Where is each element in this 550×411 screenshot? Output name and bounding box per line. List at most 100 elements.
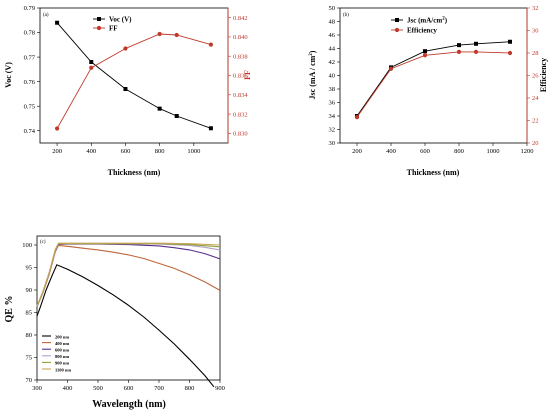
legend-marker	[394, 27, 400, 33]
y-tick-label: 0.77	[24, 54, 36, 61]
y-tick-label: 100	[22, 242, 32, 249]
legend-label: 800 nm	[55, 354, 69, 359]
y-axis-label: Voc (V)	[4, 62, 13, 88]
x-tick-label: 900	[215, 385, 225, 392]
legend-label: Voc (V)	[109, 15, 132, 23]
x-tick-label: 1000	[187, 148, 200, 155]
y-tick-label: 40	[329, 73, 336, 80]
y-tick-label: 42	[329, 59, 336, 66]
data-point	[508, 39, 512, 44]
series-line-2	[56, 33, 212, 129]
legend-label: 400 nm	[55, 341, 69, 346]
legend-label: 1100 nm	[55, 367, 71, 372]
y-tick-label: 30	[329, 140, 336, 147]
y-tick-label: 50	[329, 5, 336, 12]
data-point	[89, 60, 94, 64]
data-point	[208, 42, 214, 47]
y-tick-label: 36	[329, 100, 336, 107]
data-point	[422, 53, 428, 58]
y2-tick-label: 0.842	[233, 15, 248, 22]
x-tick-label: 600	[121, 148, 131, 155]
y-axis-label: QE %	[4, 296, 15, 323]
y-tick-label: 44	[329, 46, 336, 53]
data-point	[423, 49, 427, 54]
data-point	[354, 115, 360, 120]
legend-label: 600 nm	[55, 348, 69, 353]
y2-tick-label: 24	[532, 95, 539, 102]
legend-label: FF	[109, 24, 118, 32]
y-tick-label: 75	[26, 355, 33, 362]
data-point	[89, 65, 94, 70]
series-line-2	[356, 51, 511, 118]
y-axis-label-end: )	[308, 50, 317, 53]
y2-tick-label: 32	[532, 5, 539, 12]
legend-label-sup: 2	[442, 16, 445, 21]
legend-marker	[97, 17, 101, 21]
series-line-5	[36, 243, 221, 307]
panel-label: (c)	[40, 240, 46, 245]
data-point	[208, 126, 213, 131]
x-axis-label: Thickness (nm)	[407, 168, 460, 177]
legend-label: Jsc (mA/cm2)	[407, 16, 448, 24]
x-axis-label: Wavelength (nm)	[92, 399, 166, 410]
data-point	[174, 114, 179, 118]
data-point	[157, 106, 162, 111]
y-tick-label: 85	[26, 310, 33, 317]
series-line-1	[36, 264, 215, 388]
data-point	[123, 46, 128, 51]
x-tick-label: 800	[155, 148, 165, 155]
data-point	[388, 66, 394, 71]
x-tick-label: 300	[32, 385, 42, 392]
panel-label: (b)	[343, 13, 349, 18]
series-line-6	[36, 242, 221, 307]
y2-axis-label: FF	[243, 70, 252, 80]
x-tick-label: 1200	[521, 148, 534, 155]
data-point	[457, 43, 461, 48]
plot-frame	[39, 7, 229, 144]
data-point	[174, 32, 179, 38]
legend-label: 900 nm	[55, 361, 69, 366]
legend-label-end: )	[445, 16, 448, 24]
y2-tick-label: 0.834	[233, 92, 248, 99]
x-tick-label: 800	[185, 385, 195, 392]
legend-label: 200 nm	[55, 334, 69, 339]
data-point	[473, 49, 479, 54]
y-tick-label: 46	[329, 32, 336, 39]
y-tick-label: 32	[329, 127, 336, 134]
y-tick-label: 70	[26, 377, 33, 384]
y-tick-label: 0.75	[24, 103, 35, 110]
y-tick-label: 0.76	[24, 79, 36, 86]
y2-axis-label: Efficiency	[539, 58, 548, 92]
y2-tick-label: 28	[532, 50, 539, 57]
x-tick-label: 200	[52, 148, 62, 155]
y2-tick-label: 26	[532, 73, 539, 80]
y-tick-label: 34	[329, 113, 336, 120]
x-axis-label: Thickness (nm)	[108, 168, 161, 177]
y-tick-label: 0.79	[24, 5, 35, 12]
y2-tick-label: 30	[532, 28, 539, 35]
data-point	[507, 50, 513, 56]
x-tick-label: 400	[86, 148, 96, 155]
chart-panel-2: 200 400 600 800 1000 1200 30 32 34 36 38 40 42 44 46 48…	[308, 5, 548, 177]
x-tick-label: 800	[454, 148, 464, 155]
data-point	[55, 20, 60, 25]
y-tick-label: 90	[26, 287, 33, 294]
x-tick-label: 600	[420, 148, 430, 155]
x-tick-label: 700	[154, 385, 164, 392]
y2-tick-label: 0.838	[233, 53, 248, 60]
y2-tick-label: 22	[532, 118, 539, 125]
y2-tick-label: 20	[532, 140, 539, 147]
series-line-1	[56, 22, 212, 129]
y2-tick-label: 0.836	[233, 73, 248, 80]
legend-marker	[96, 25, 102, 31]
y-tick-label: 0.78	[24, 30, 35, 37]
x-tick-label: 400	[63, 385, 73, 392]
data-point	[54, 126, 60, 131]
y-axis-label: Jsc (mA / cm2)	[308, 50, 317, 99]
y-tick-label: 80	[26, 332, 33, 339]
y-tick-label: 95	[26, 265, 33, 272]
data-point	[474, 41, 478, 46]
chart-panel-3: 300 400 500 600 700 800 900 70 75 80 85 90 95 100 Wave…	[4, 235, 225, 410]
legend-label: Efficiency	[407, 26, 437, 34]
